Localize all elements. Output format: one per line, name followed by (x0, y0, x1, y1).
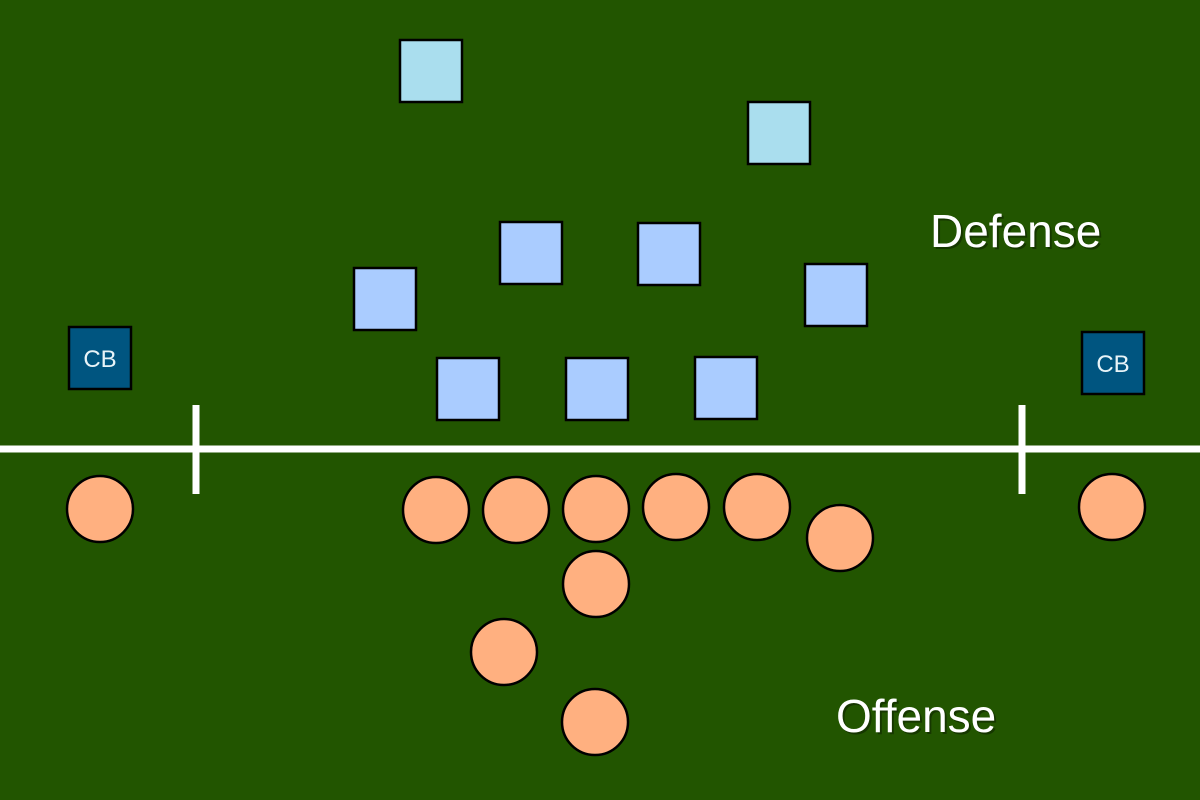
defense-players: CB CB (67, 38, 1146, 422)
offense-players (65, 472, 1147, 757)
defense-label-shadow: Defense (932, 207, 1103, 259)
cornerback-marker: CB (67, 325, 133, 391)
defender-square (67, 325, 133, 391)
linebacker-marker (352, 266, 418, 332)
offense-player-marker (1077, 472, 1147, 542)
defender-square (564, 356, 630, 422)
cornerback-label: CB (83, 346, 116, 373)
defender-square (636, 221, 702, 287)
field-markings (0, 405, 1200, 494)
offense-label-shadow: Offense (838, 692, 998, 744)
offense-player-marker (481, 475, 551, 545)
defensive-line-marker (564, 356, 630, 422)
offense-player-marker (805, 503, 875, 573)
linebacker-marker (498, 220, 564, 286)
defender-square (352, 266, 418, 332)
offense-player-marker (401, 475, 471, 545)
offense-player-marker (65, 474, 135, 544)
defender-square (693, 355, 759, 421)
defender-square (803, 262, 869, 328)
offense-label: Offense (836, 690, 996, 742)
offense-player-marker (641, 472, 711, 542)
cornerback-label: CB (1096, 351, 1129, 378)
defender-square (1080, 330, 1146, 396)
defender-square (398, 38, 464, 104)
offense-player-marker (722, 472, 792, 542)
defensive-line-marker (435, 356, 501, 422)
linebacker-marker (803, 262, 869, 328)
offense-label-group: Offense Offense (836, 690, 998, 744)
linebacker-marker (636, 221, 702, 287)
defense-label: Defense (930, 205, 1101, 257)
safety-marker (746, 100, 812, 166)
defense-label-group: Defense Defense (930, 205, 1103, 259)
defensive-line-marker (693, 355, 759, 421)
defender-square (435, 356, 501, 422)
offense-player-marker (561, 549, 631, 619)
offense-player-marker (469, 617, 539, 687)
defender-square (498, 220, 564, 286)
defender-square (746, 100, 812, 166)
cornerback-marker: CB (1080, 330, 1146, 396)
safety-marker (398, 38, 464, 104)
offense-player-marker (560, 687, 630, 757)
offense-player-marker (561, 474, 631, 544)
